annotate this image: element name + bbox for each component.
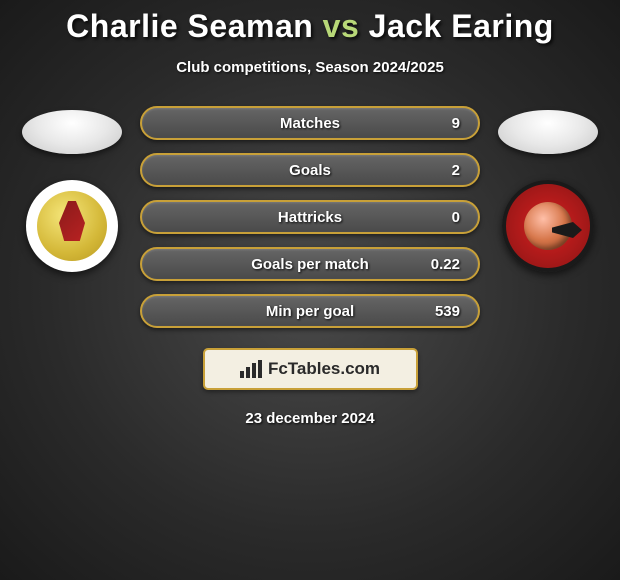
stat-label: Goals	[289, 162, 331, 179]
stat-label: Hattricks	[278, 209, 342, 226]
player1-club-badge	[26, 180, 118, 272]
stat-row-min-per-goal: Min per goal 539	[140, 294, 480, 328]
comparison-card: Charlie Seaman vs Jack Earing Club compe…	[0, 0, 620, 427]
stat-right-value: 9	[420, 115, 460, 132]
stat-row-hattricks: Hattricks 0	[140, 200, 480, 234]
page-title: Charlie Seaman vs Jack Earing	[66, 8, 554, 45]
title-player1: Charlie Seaman	[66, 8, 313, 44]
brand-box[interactable]: FcTables.com	[203, 348, 418, 390]
stats-list: Matches 9 Goals 2 Hattricks 0 Goals per …	[140, 106, 480, 328]
date-label: 23 december 2024	[245, 410, 374, 427]
player2-club-badge	[502, 180, 594, 272]
stat-label: Matches	[280, 115, 340, 132]
stat-row-goals: Goals 2	[140, 153, 480, 187]
stat-label: Goals per match	[251, 256, 369, 273]
left-column	[22, 106, 122, 272]
stat-right-value: 2	[420, 162, 460, 179]
doncaster-crest-icon	[37, 191, 107, 261]
main-row: Matches 9 Goals 2 Hattricks 0 Goals per …	[0, 106, 620, 328]
right-column	[498, 106, 598, 272]
stat-row-matches: Matches 9	[140, 106, 480, 140]
player2-avatar-placeholder	[498, 110, 598, 154]
title-player2: Jack Earing	[369, 8, 554, 44]
stat-right-value: 0	[420, 209, 460, 226]
subtitle: Club competitions, Season 2024/2025	[176, 59, 444, 76]
stat-right-value: 0.22	[420, 256, 460, 273]
stat-right-value: 539	[420, 303, 460, 320]
stat-row-goals-per-match: Goals per match 0.22	[140, 247, 480, 281]
bar-chart-icon	[240, 360, 262, 378]
title-vs: vs	[323, 8, 360, 44]
stat-label: Min per goal	[266, 303, 354, 320]
player1-avatar-placeholder	[22, 110, 122, 154]
brand-text: FcTables.com	[268, 359, 380, 379]
walsall-crest-icon	[502, 180, 594, 272]
